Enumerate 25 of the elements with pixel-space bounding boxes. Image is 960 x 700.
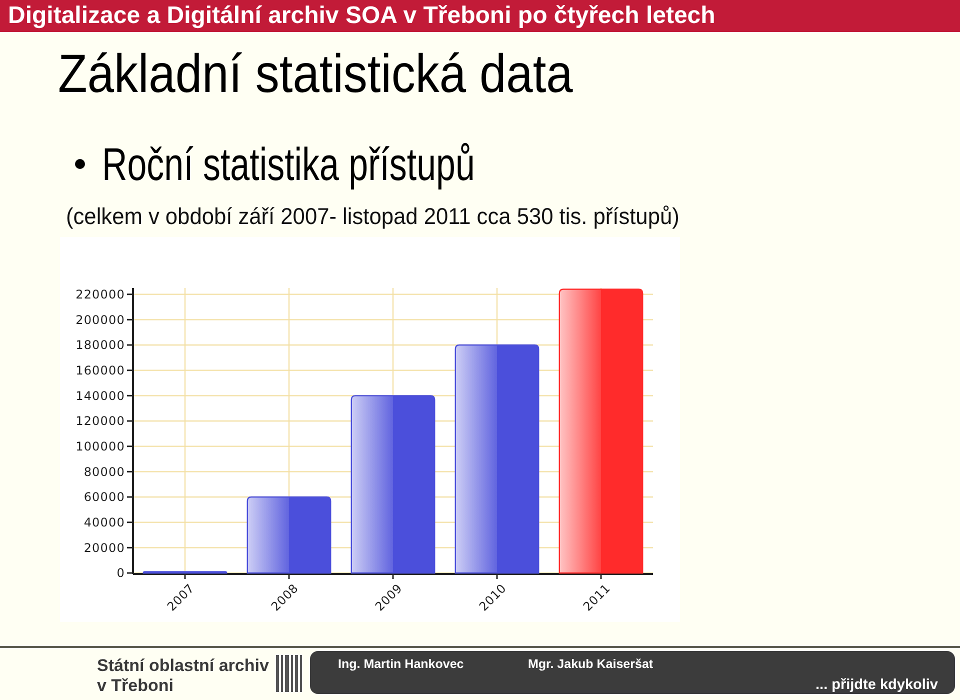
chart-subtitle: Roční statistika přístupů [102,138,475,190]
y-tick-label: 0 [116,566,125,580]
y-tick-label: 200000 [76,312,125,327]
text: Digitalizace a Digitální archiv SOA v Třeboni po čtyřech letech [8,2,716,29]
text: Mgr. Jakub Kaiseršat [528,657,654,671]
bar [558,288,644,574]
chart-title: Základní statistická data [58,43,574,104]
y-tick-label: 180000 [76,338,125,352]
y-tick-label: 20000 [84,540,125,555]
y-tick-label: 60000 [84,490,125,504]
bar [246,496,332,574]
y-tick-label: 120000 [76,414,125,428]
text: Ing. Martin Hankovec [338,657,464,671]
bar [454,344,540,574]
text: ... přijdte kdykoliv [816,677,938,693]
text: v Třeboni [97,676,174,695]
y-tick-label: 80000 [84,464,125,479]
bar [350,395,436,574]
text: (celkem v období září 2007- listopad 2011 cca 530 tis. přístupů) [66,203,680,230]
text: Státní oblastní archiv [97,656,270,675]
y-tick-label: 220000 [76,288,125,302]
y-tick-label: 140000 [76,388,125,403]
y-tick-label: 40000 [84,516,125,530]
y-tick-label: 160000 [76,364,125,378]
y-tick-label: 100000 [76,440,125,454]
